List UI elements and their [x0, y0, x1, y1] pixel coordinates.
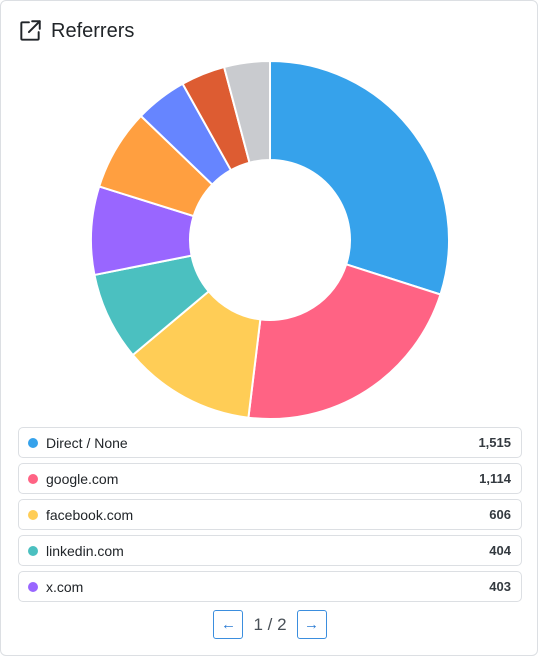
referrer-count: 403: [489, 579, 511, 594]
legend-dot: [28, 473, 38, 484]
card-header: Referrers: [17, 17, 134, 45]
referrer-name: google.com: [46, 470, 119, 487]
referrer-count: 1,114: [479, 471, 511, 486]
referrer-name: facebook.com: [46, 506, 134, 523]
referrers-donut-chart: [90, 60, 450, 420]
card-title: Referrers: [51, 19, 135, 42]
legend-dot: [28, 545, 38, 556]
referrer-count: 1,515: [478, 435, 511, 450]
legend-dot: [28, 437, 38, 448]
referrer-count: 606: [489, 507, 511, 522]
prev-page-button[interactable]: ←: [213, 610, 244, 639]
donut-slice[interactable]: [247, 263, 442, 420]
next-page-button[interactable]: →: [296, 610, 327, 639]
referrers-list: Direct / None 1,515 google.com 1,114 fac…: [18, 427, 522, 607]
page-indicator: 1 / 2: [253, 614, 287, 634]
list-item[interactable]: Direct / None 1,515: [18, 427, 522, 458]
referrer-name: x.com: [46, 578, 84, 595]
list-item[interactable]: linkedin.com 404: [18, 535, 522, 566]
list-item[interactable]: google.com 1,114: [18, 463, 522, 494]
donut-slice[interactable]: [222, 60, 271, 164]
pagination: ← 1 / 2 →: [1, 609, 538, 640]
list-item[interactable]: x.com 403: [18, 571, 522, 602]
external-link-icon: [17, 18, 43, 44]
referrer-count: 404: [489, 543, 511, 558]
referrer-name: linkedin.com: [46, 542, 124, 559]
legend-dot: [28, 509, 38, 520]
donut-slice[interactable]: [269, 60, 450, 296]
legend-dot: [28, 581, 38, 592]
list-item[interactable]: facebook.com 606: [18, 499, 522, 530]
referrer-name: Direct / None: [46, 434, 128, 451]
